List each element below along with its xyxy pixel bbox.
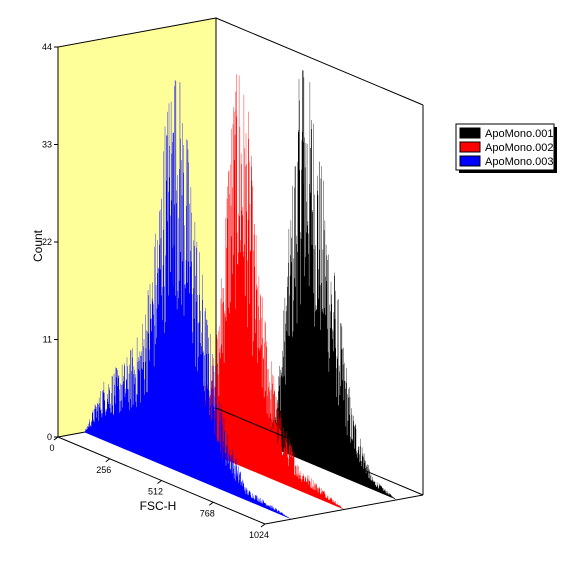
x-tick-label: 0 xyxy=(49,443,54,453)
y-tick-label: 33 xyxy=(42,140,52,150)
series-area xyxy=(189,77,398,500)
x-tick-label: 256 xyxy=(96,465,111,475)
legend: ApoMono.001 ApoMono.002 ApoMono.003 xyxy=(455,123,557,173)
y-tick-label: 11 xyxy=(43,335,52,345)
x-tick-mark xyxy=(53,436,59,441)
x-tick-mark xyxy=(260,523,266,528)
x-tick-mark xyxy=(105,458,111,463)
frame-edge xyxy=(215,17,424,106)
y-tick-label: 44 xyxy=(42,42,52,52)
y-tick-label: 0 xyxy=(47,432,52,442)
legend-swatch xyxy=(459,141,481,153)
legend-entry: ApoMono.001 xyxy=(485,128,554,140)
x-tick-label: 768 xyxy=(200,508,215,518)
series-area xyxy=(84,80,292,520)
legend-entry: ApoMono.002 xyxy=(485,142,554,154)
x-tick-label: 1024 xyxy=(249,530,269,540)
x-axis-label: FSC-H xyxy=(140,499,177,513)
series-area xyxy=(137,74,345,510)
x-tick-mark xyxy=(208,501,214,506)
frame-edge xyxy=(215,407,424,496)
legend-swatch xyxy=(459,127,481,139)
x-tick-label: 512 xyxy=(148,487,163,497)
frame-edge xyxy=(264,494,424,525)
legend-swatch xyxy=(459,155,481,167)
series-apomono-001 xyxy=(189,70,398,500)
series-apomono-003 xyxy=(84,80,292,520)
x-tick-mark xyxy=(157,480,162,484)
legend-entry: ApoMono.003 xyxy=(485,156,554,168)
series-apomono-002 xyxy=(137,74,345,510)
y-axis-label: Count xyxy=(31,229,45,262)
y-tick-label: 22 xyxy=(42,237,52,247)
